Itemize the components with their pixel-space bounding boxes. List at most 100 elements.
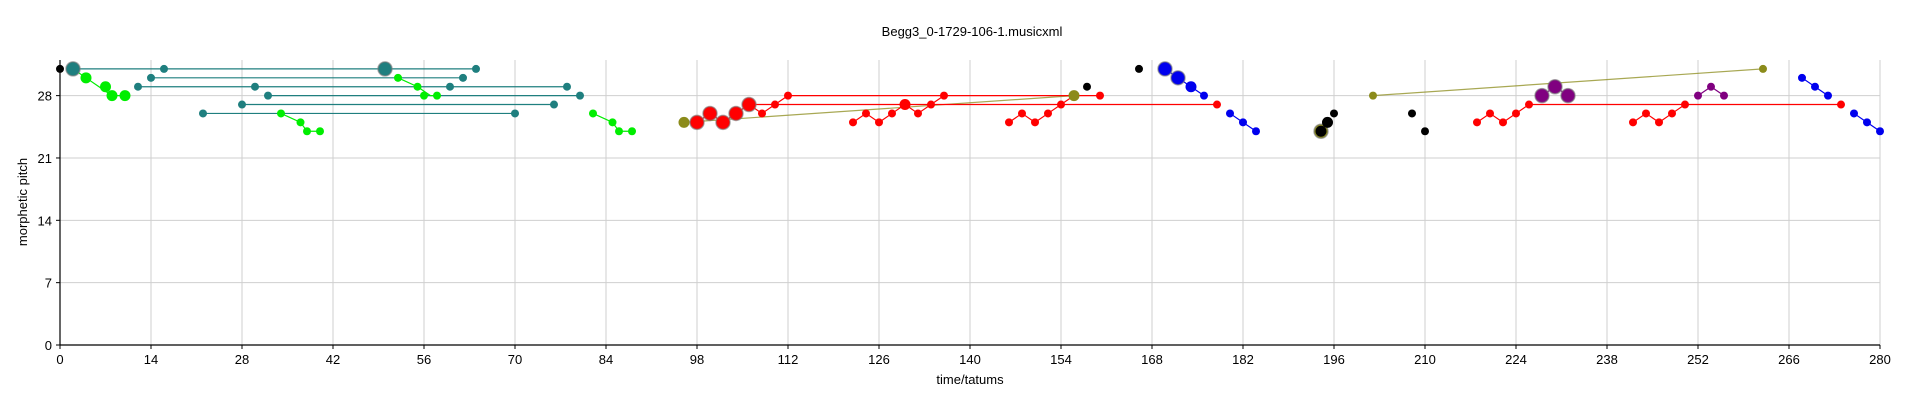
note-point-red — [875, 118, 883, 127]
note-point-black — [56, 64, 64, 73]
x-tick-label: 224 — [1505, 352, 1527, 367]
note-point-green — [303, 127, 311, 136]
note-point-red — [1486, 109, 1494, 118]
note-point-green — [100, 81, 111, 93]
contour-line-green — [280, 112, 320, 132]
note-point-teal — [563, 82, 571, 91]
note-point-red — [914, 109, 922, 118]
note-point-red — [1629, 118, 1637, 127]
note-point-teal — [199, 109, 207, 118]
note-point-teal — [550, 100, 558, 109]
note-point-red — [728, 105, 744, 122]
y-tick-label: 14 — [38, 213, 52, 228]
note-point-purple — [1720, 91, 1728, 100]
sustained-note-lines — [73, 68, 1841, 123]
x-tick-label: 196 — [1323, 352, 1345, 367]
note-point-red — [771, 100, 779, 109]
x-tick-label: 182 — [1232, 352, 1254, 367]
note-point-black — [1330, 109, 1338, 118]
note-point-teal — [459, 73, 467, 82]
note-point-green — [628, 127, 636, 136]
note-point-red — [862, 109, 870, 118]
note-point-teal — [472, 64, 480, 73]
note-point-red — [1018, 109, 1026, 118]
x-tick-label: 14 — [144, 352, 158, 367]
note-point-teal — [134, 82, 142, 91]
note-point-red — [1525, 100, 1533, 109]
x-axis-label: time/tatums — [936, 372, 1004, 387]
note-point-purple — [1707, 82, 1715, 91]
note-point-blue — [1226, 109, 1234, 118]
note-point-red — [1681, 100, 1689, 109]
note-point-red — [1213, 100, 1221, 109]
note-point-teal — [446, 82, 454, 91]
note-point-blue — [1824, 91, 1832, 100]
x-tick-label: 280 — [1869, 352, 1891, 367]
y-tick-label: 7 — [45, 276, 52, 291]
x-tick-label: 84 — [599, 352, 613, 367]
y-tick-label: 21 — [38, 151, 52, 166]
note-point-red — [940, 91, 948, 100]
note-point-red — [1837, 100, 1845, 109]
note-point-red — [1096, 91, 1104, 100]
note-point-red — [758, 109, 766, 118]
contour-line-blue — [1164, 68, 1205, 97]
contour-line-green — [72, 68, 125, 97]
note-point-purple — [1694, 91, 1702, 100]
chart-title: Begg3_0-1729-106-1.musicxml — [882, 24, 1063, 39]
note-point-green — [433, 91, 441, 100]
note-point-black — [1135, 64, 1143, 73]
note-point-green — [277, 109, 285, 118]
note-point-blue — [1185, 81, 1197, 93]
y-axis-label: morphetic pitch — [15, 158, 30, 246]
y-axis-ticks: 0 7 14 21 28 — [38, 89, 60, 353]
x-tick-label: 238 — [1596, 352, 1618, 367]
note-point-red — [1668, 109, 1676, 118]
note-point-blue — [1200, 91, 1208, 100]
note-point-purple — [1547, 78, 1563, 95]
note-duration-line-olive — [1372, 68, 1764, 97]
note-point-red — [1473, 118, 1481, 127]
x-tick-label: 28 — [235, 352, 249, 367]
note-point-teal — [251, 82, 259, 91]
note-point-green — [296, 118, 305, 127]
note-point-black — [1408, 109, 1416, 118]
note-point-red — [1005, 118, 1013, 127]
note-point-red — [1044, 109, 1052, 118]
contour-line-red — [852, 95, 945, 124]
note-point-green — [413, 82, 422, 91]
note-point-green — [106, 90, 118, 102]
note-point-purple — [1560, 87, 1576, 104]
note-point-red — [784, 91, 792, 100]
note-duration-line-olive — [683, 95, 1075, 123]
note-point-green — [420, 91, 428, 100]
note-point-red — [927, 100, 935, 109]
note-points — [56, 61, 1884, 139]
note-point-blue — [1252, 127, 1260, 136]
note-point-teal — [576, 91, 584, 100]
note-point-black — [1315, 125, 1327, 137]
note-point-red — [888, 109, 896, 118]
note-point-blue — [1850, 109, 1858, 118]
note-point-blue — [1239, 118, 1247, 127]
note-point-red — [689, 114, 705, 131]
note-point-blue — [1798, 73, 1806, 82]
note-point-teal — [65, 61, 81, 77]
note-point-teal — [238, 100, 246, 109]
contour-line-green — [592, 112, 632, 132]
note-point-red — [1057, 100, 1065, 109]
note-point-blue — [1876, 127, 1884, 136]
x-tick-label: 126 — [868, 352, 890, 367]
note-point-red — [715, 114, 731, 131]
note-point-blue — [1157, 61, 1173, 77]
note-point-purple — [1534, 87, 1550, 104]
note-point-black — [1322, 116, 1333, 128]
note-point-red — [1642, 109, 1650, 118]
note-point-black — [1083, 82, 1091, 91]
x-tick-label: 98 — [690, 352, 704, 367]
x-tick-label: 70 — [508, 352, 522, 367]
x-tick-label: 168 — [1141, 352, 1163, 367]
x-tick-label: 42 — [326, 352, 340, 367]
note-point-green — [316, 127, 324, 136]
note-point-green — [608, 118, 617, 127]
